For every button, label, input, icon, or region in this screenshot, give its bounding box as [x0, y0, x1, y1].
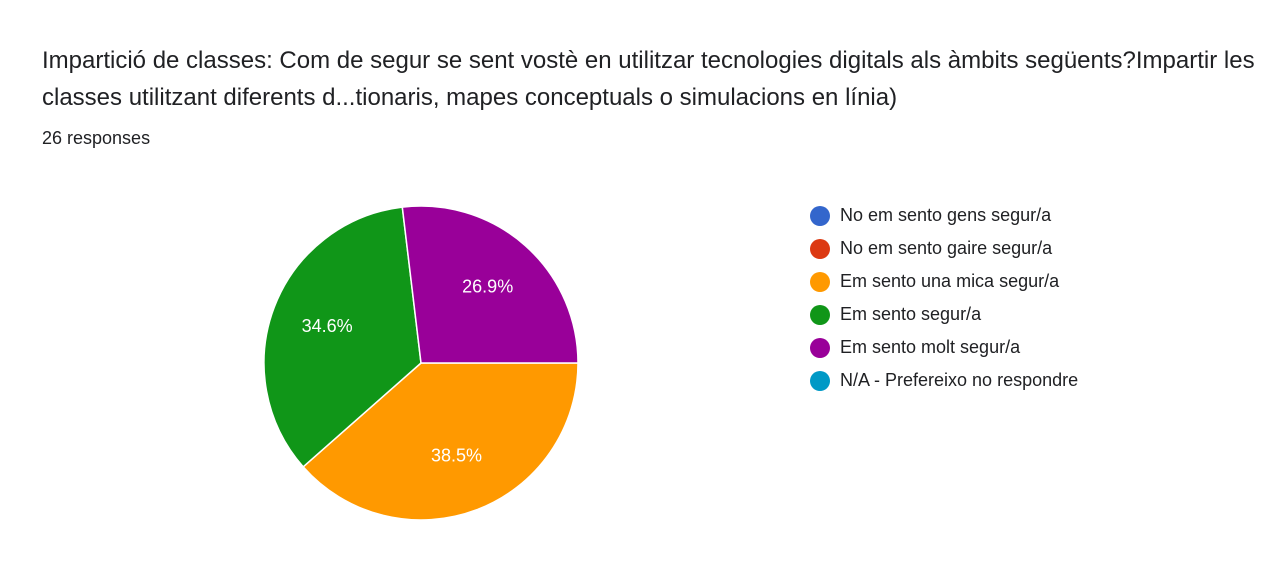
legend-label: No em sento gaire segur/a: [840, 238, 1053, 258]
chart-subtitle: 26 responses: [42, 128, 151, 148]
slice-label: 34.6%: [302, 316, 353, 336]
legend-label: Em sento molt segur/a: [840, 337, 1021, 357]
slice-label: 26.9%: [462, 277, 513, 297]
legend-marker: [810, 272, 830, 292]
pie-slice: [401, 205, 579, 364]
legend-marker: [810, 206, 830, 226]
legend-marker: [810, 239, 830, 259]
pie-slice: [302, 362, 579, 521]
pie-slice: [263, 206, 422, 468]
legend-marker: [810, 305, 830, 325]
slice-label: 38.5%: [431, 446, 482, 466]
legend-label: Em sento segur/a: [840, 304, 982, 324]
legend-label: No em sento gens segur/a: [840, 205, 1052, 225]
legend-marker: [810, 338, 830, 358]
legend-label: N/A - Prefereixo no respondre: [840, 370, 1078, 390]
legend-marker: [810, 371, 830, 391]
chart-title: Impartició de classes: Com de segur se s…: [42, 47, 1255, 111]
legend-label: Em sento una mica segur/a: [840, 271, 1060, 291]
